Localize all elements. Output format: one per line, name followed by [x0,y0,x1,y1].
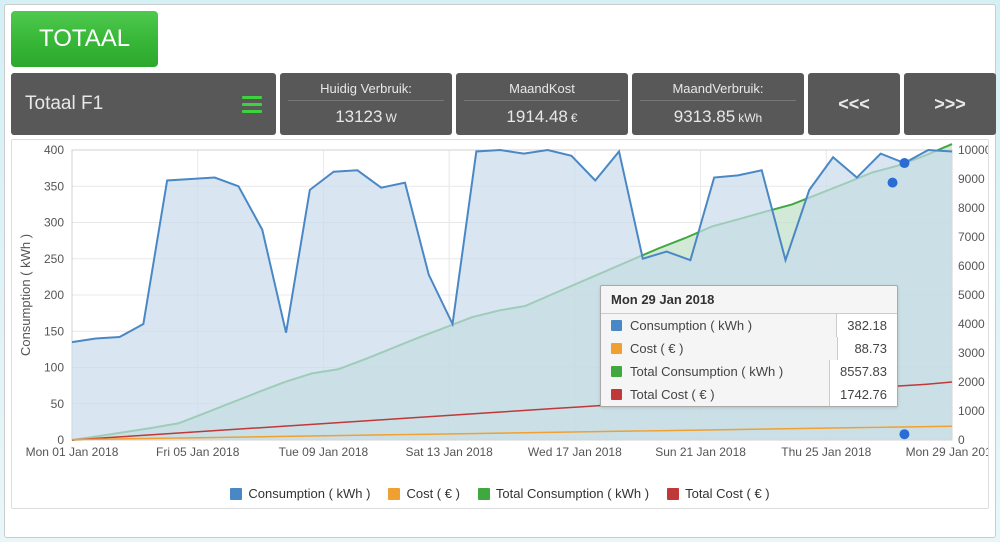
svg-text:400: 400 [44,143,64,157]
svg-text:Sat 13 Jan 2018: Sat 13 Jan 2018 [405,445,493,459]
svg-text:5000: 5000 [958,288,985,302]
title-badge: TOTAAL [11,11,158,67]
legend-item[interactable]: Total Consumption ( kWh ) [478,486,649,501]
svg-text:300: 300 [44,216,64,230]
main-panel: TOTAAL Totaal F1 Huidig Verbruik: 13123W… [4,4,996,538]
metric-month-usage: MaandVerbruik: 9313.85kWh [632,73,804,135]
chart-legend: Consumption ( kWh ) Cost ( € ) Total Consu… [12,480,988,501]
svg-text:10000: 10000 [958,143,988,157]
svg-text:Fri 05 Jan 2018: Fri 05 Jan 2018 [156,445,240,459]
svg-text:150: 150 [44,324,64,338]
svg-text:4000: 4000 [958,317,985,331]
legend-item[interactable]: Total Cost ( € ) [667,486,770,501]
svg-text:Wed 17 Jan 2018: Wed 17 Jan 2018 [528,445,622,459]
metric-value: 9313.85kWh [674,107,762,127]
svg-text:250: 250 [44,252,64,266]
device-label: Totaal F1 [25,93,103,115]
tooltip-row: Total Consumption ( kWh )8557.83 [601,360,897,383]
chart-container: 0501001502002503003504000100020003000400… [11,139,989,509]
chart-tooltip: Mon 29 Jan 2018 Consumption ( kWh )382.1… [600,285,898,407]
svg-text:200: 200 [44,288,64,302]
tooltip-row: Total Cost ( € )1742.76 [601,383,897,406]
next-button[interactable]: >>> [904,73,996,135]
svg-text:50: 50 [51,397,65,411]
metric-label: Huidig Verbruik: [288,81,444,101]
svg-text:1000: 1000 [958,404,985,418]
svg-text:100: 100 [44,361,64,375]
metric-value: 13123W [335,107,397,127]
tooltip-row: Consumption ( kWh )382.18 [601,314,897,337]
svg-text:Consumption ( kWh ): Consumption ( kWh ) [18,234,33,356]
metric-label: MaandVerbruik: [640,81,796,101]
svg-text:350: 350 [44,179,64,193]
metric-current-usage: Huidig Verbruik: 13123W [280,73,452,135]
metric-value: 1914.48€ [506,107,577,127]
svg-text:2000: 2000 [958,375,985,389]
svg-text:7000: 7000 [958,230,985,244]
metric-label: MaandKost [464,81,620,101]
device-label-card[interactable]: Totaal F1 [11,73,276,135]
svg-text:Mon 01 Jan 2018: Mon 01 Jan 2018 [26,445,119,459]
svg-text:Sun 21 Jan 2018: Sun 21 Jan 2018 [655,445,746,459]
tooltip-row: Cost ( € )88.73 [601,337,897,360]
metric-month-cost: MaandKost 1914.48€ [456,73,628,135]
svg-text:Thu 25 Jan 2018: Thu 25 Jan 2018 [781,445,871,459]
prev-button[interactable]: <<< [808,73,900,135]
svg-text:8000: 8000 [958,201,985,215]
tooltip-title: Mon 29 Jan 2018 [601,286,897,314]
svg-text:6000: 6000 [958,259,985,273]
svg-text:9000: 9000 [958,172,985,186]
svg-text:Mon 29 Jan 2018: Mon 29 Jan 2018 [906,445,988,459]
legend-item[interactable]: Cost ( € ) [388,486,459,501]
stat-row: Totaal F1 Huidig Verbruik: 13123W MaandK… [11,73,989,135]
legend-item[interactable]: Consumption ( kWh ) [230,486,370,501]
svg-text:Tue 09 Jan 2018: Tue 09 Jan 2018 [279,445,369,459]
svg-text:3000: 3000 [958,346,985,360]
menu-icon[interactable] [242,96,262,113]
